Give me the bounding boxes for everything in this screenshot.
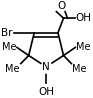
Text: Me: Me xyxy=(2,42,16,52)
Text: Me: Me xyxy=(5,64,20,74)
Text: Me: Me xyxy=(76,42,91,52)
Text: O: O xyxy=(57,1,66,11)
Text: Me: Me xyxy=(72,64,87,74)
Text: N: N xyxy=(42,62,50,72)
Text: OH: OH xyxy=(75,13,91,23)
Text: OH: OH xyxy=(38,87,54,97)
Text: Br: Br xyxy=(1,28,13,38)
